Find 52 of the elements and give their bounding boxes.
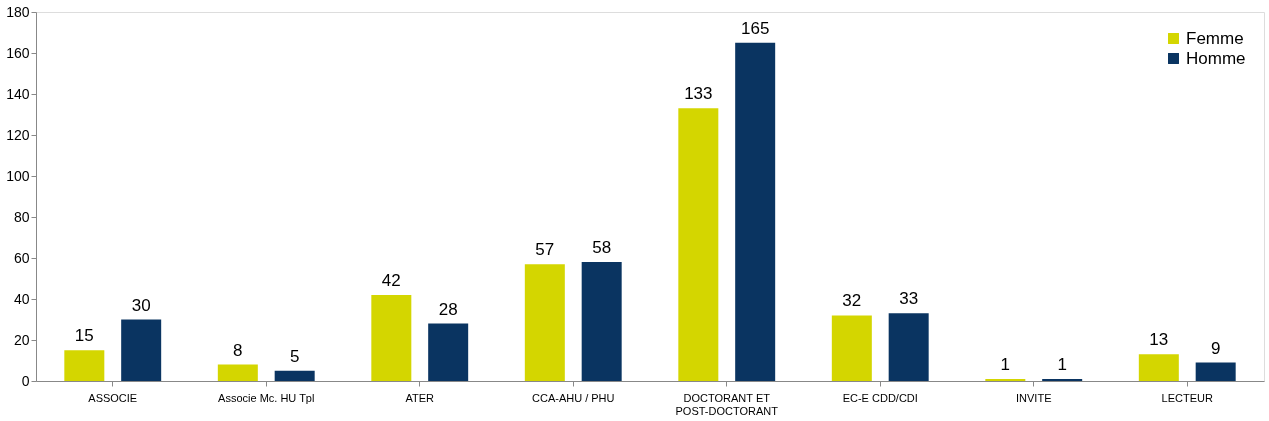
bar <box>371 294 412 381</box>
data-label: 15 <box>74 326 94 346</box>
data-label: 13 <box>1149 330 1169 350</box>
y-tick-label: 180 <box>6 3 30 20</box>
x-tick-label: DOCTORANT ET POST-DOCTORANT <box>675 391 779 417</box>
data-label: 32 <box>842 291 862 311</box>
y-tick-label: 140 <box>6 85 30 102</box>
data-label: 42 <box>381 270 401 290</box>
bar <box>428 323 469 381</box>
bar <box>831 315 872 381</box>
data-label: 33 <box>899 289 919 309</box>
bar <box>64 350 105 381</box>
y-tick-label: 40 <box>13 290 30 307</box>
legend-label: Homme <box>1186 48 1246 68</box>
x-tick-label: EC-E CDD/CDI <box>842 391 918 404</box>
bar <box>274 370 315 381</box>
y-tick-label: 100 <box>6 167 30 184</box>
data-label: 9 <box>1210 338 1221 358</box>
bar <box>678 108 719 381</box>
data-label: 30 <box>131 295 151 315</box>
bar <box>581 262 622 381</box>
x-tick-label: ASSOCIE <box>88 391 138 404</box>
y-tick-label: 80 <box>13 208 30 225</box>
y-tick-label: 20 <box>13 331 30 348</box>
bar <box>985 378 1026 381</box>
y-tick-label: 0 <box>21 372 30 389</box>
x-tick-label: ATER <box>405 391 435 404</box>
bar <box>1138 354 1179 381</box>
data-label: 28 <box>438 299 458 319</box>
x-tick-label: CCA-AHU / PHU <box>531 391 615 404</box>
data-label: 57 <box>535 240 555 260</box>
x-tick-label: INVITE <box>1016 391 1052 404</box>
y-tick-label: 160 <box>6 44 30 61</box>
bar <box>735 42 776 381</box>
bar <box>524 264 565 381</box>
data-label: 58 <box>592 238 612 258</box>
x-tick-label: Associe Mc. HU Tpl <box>218 391 315 404</box>
y-tick-label: 120 <box>6 126 30 143</box>
bar <box>888 313 929 381</box>
bar <box>217 364 258 381</box>
data-label: 1 <box>1057 354 1067 374</box>
data-label: 8 <box>233 340 243 360</box>
bar <box>1042 378 1083 381</box>
bar <box>121 319 162 381</box>
legend-label: Femme <box>1186 28 1244 48</box>
data-label: 5 <box>289 346 300 366</box>
y-tick-label: 60 <box>13 249 30 266</box>
data-label: 1 <box>1000 354 1011 374</box>
x-tick-label: LECTEUR <box>1161 391 1213 404</box>
data-label: 165 <box>740 18 770 38</box>
data-label: 133 <box>684 84 713 104</box>
bar <box>1195 362 1236 381</box>
